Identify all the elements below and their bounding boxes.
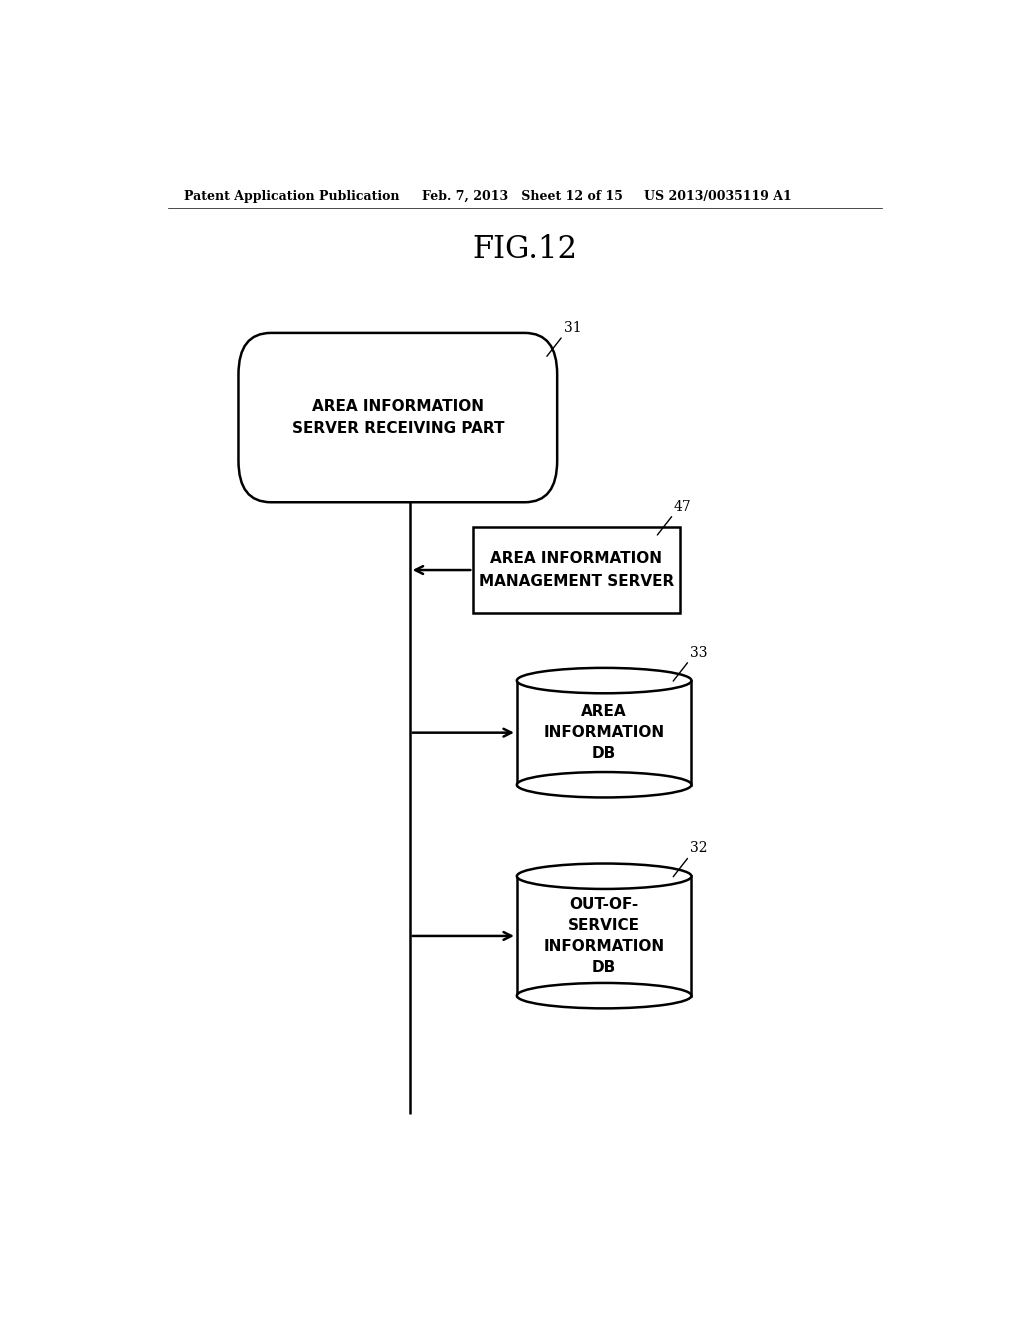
Text: 47: 47 (674, 500, 692, 513)
Text: AREA INFORMATION
SERVER RECEIVING PART: AREA INFORMATION SERVER RECEIVING PART (292, 399, 504, 436)
FancyBboxPatch shape (239, 333, 557, 502)
Text: Feb. 7, 2013   Sheet 12 of 15: Feb. 7, 2013 Sheet 12 of 15 (422, 190, 623, 202)
Ellipse shape (517, 668, 691, 693)
Ellipse shape (517, 863, 691, 888)
Bar (517, 876, 691, 995)
Ellipse shape (517, 668, 691, 693)
Ellipse shape (517, 772, 691, 797)
Text: AREA
INFORMATION
DB: AREA INFORMATION DB (544, 704, 665, 762)
Text: AREA INFORMATION
MANAGEMENT SERVER: AREA INFORMATION MANAGEMENT SERVER (479, 552, 674, 589)
Text: US 2013/0035119 A1: US 2013/0035119 A1 (644, 190, 792, 202)
Text: OUT-OF-
SERVICE
INFORMATION
DB: OUT-OF- SERVICE INFORMATION DB (544, 898, 665, 975)
Ellipse shape (517, 863, 691, 888)
Text: 33: 33 (690, 645, 708, 660)
Text: FIG.12: FIG.12 (472, 235, 578, 265)
Text: 32: 32 (690, 841, 708, 855)
Bar (473, 527, 680, 614)
Text: 31: 31 (563, 321, 582, 335)
Ellipse shape (517, 983, 691, 1008)
Bar (517, 681, 691, 785)
Text: Patent Application Publication: Patent Application Publication (183, 190, 399, 202)
